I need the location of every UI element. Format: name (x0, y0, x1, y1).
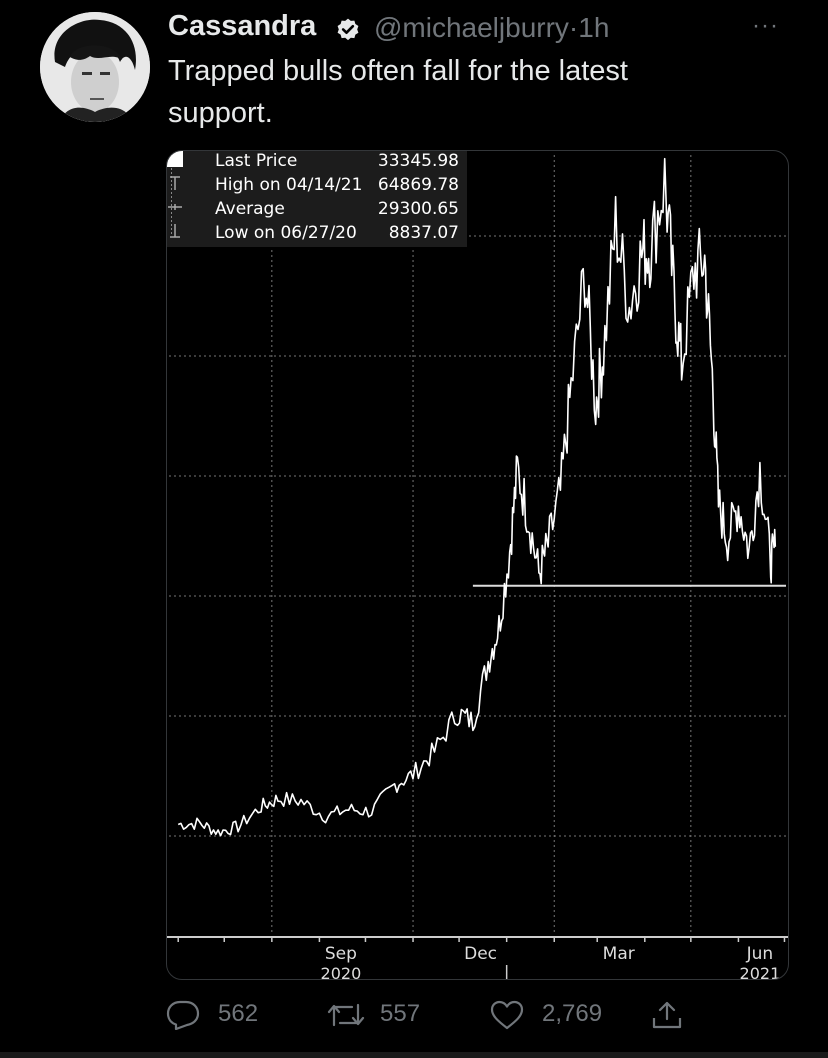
price-series-line (177, 157, 777, 837)
filled-square-icon (167, 151, 183, 167)
legend-value: 8837.07 (388, 223, 459, 243)
verified-badge-icon (337, 18, 359, 41)
legend-row-high: High on 04/14/21 64869.78 (167, 175, 467, 199)
price-chart: Sep Dec Mar Jun 2020 2021 (167, 155, 788, 979)
legend-value: 64869.78 (377, 175, 459, 195)
reply-button[interactable]: 562 (166, 990, 276, 1038)
like-button[interactable]: 2,769 (490, 990, 630, 1038)
x-tick-label: Jun (746, 944, 774, 964)
display-name[interactable]: Cassandra (168, 10, 317, 42)
more-options-icon[interactable]: ··· (752, 12, 779, 39)
separator: · (568, 12, 579, 43)
divider (0, 1052, 828, 1058)
tweet-header: Cassandra @michaeljburry·1h ··· (168, 8, 828, 44)
x-tick-label: Mar (603, 944, 635, 964)
legend-label: Average (215, 199, 285, 219)
legend-label: High on 04/14/21 (215, 175, 363, 195)
legend-label: Low on 06/27/20 (215, 223, 357, 243)
tweet-actions: 562 557 2,769 (166, 990, 706, 1038)
x-tick-label: Sep (325, 944, 357, 964)
heart-icon (490, 1000, 524, 1030)
chart-image[interactable]: Sep Dec Mar Jun 2020 2021 Last Price 33345.98… (166, 150, 789, 980)
legend-row-average: Average 29300.65 (167, 199, 467, 223)
x-tick-label: Dec (464, 944, 497, 964)
legend-row-last-price: Last Price 33345.98 (167, 151, 467, 175)
high-marker-icon (170, 176, 180, 190)
reply-count: 562 (218, 1000, 259, 1027)
share-button[interactable] (650, 990, 690, 1038)
legend-row-low: Low on 06/27/20 8837.07 (167, 223, 467, 247)
reply-icon (166, 1000, 200, 1030)
legend-value: 29300.65 (377, 199, 459, 219)
legend-label: Last Price (215, 151, 298, 171)
x-year-label: 2020 (321, 964, 362, 979)
timestamp[interactable]: 1h (578, 12, 610, 43)
chart-legend: Last Price 33345.98 High on 04/14/21 648… (167, 151, 467, 247)
like-count: 2,769 (542, 1000, 603, 1027)
average-marker-icon (168, 204, 182, 210)
retweet-icon (327, 1003, 365, 1027)
retweet-count: 557 (380, 1000, 421, 1027)
avatar[interactable] (40, 12, 150, 122)
x-year-label: 2021 (740, 964, 781, 979)
tweet-text: Trapped bulls often fall for the latest … (168, 55, 628, 129)
legend-value: 33345.98 (377, 151, 459, 171)
avatar-portrait (40, 12, 150, 122)
handle[interactable]: @michaeljburry (374, 12, 569, 43)
low-marker-icon (170, 224, 180, 238)
handle-and-time[interactable]: @michaeljburry·1h (374, 12, 609, 44)
retweet-button[interactable]: 557 (326, 990, 436, 1038)
share-icon (652, 1001, 682, 1029)
